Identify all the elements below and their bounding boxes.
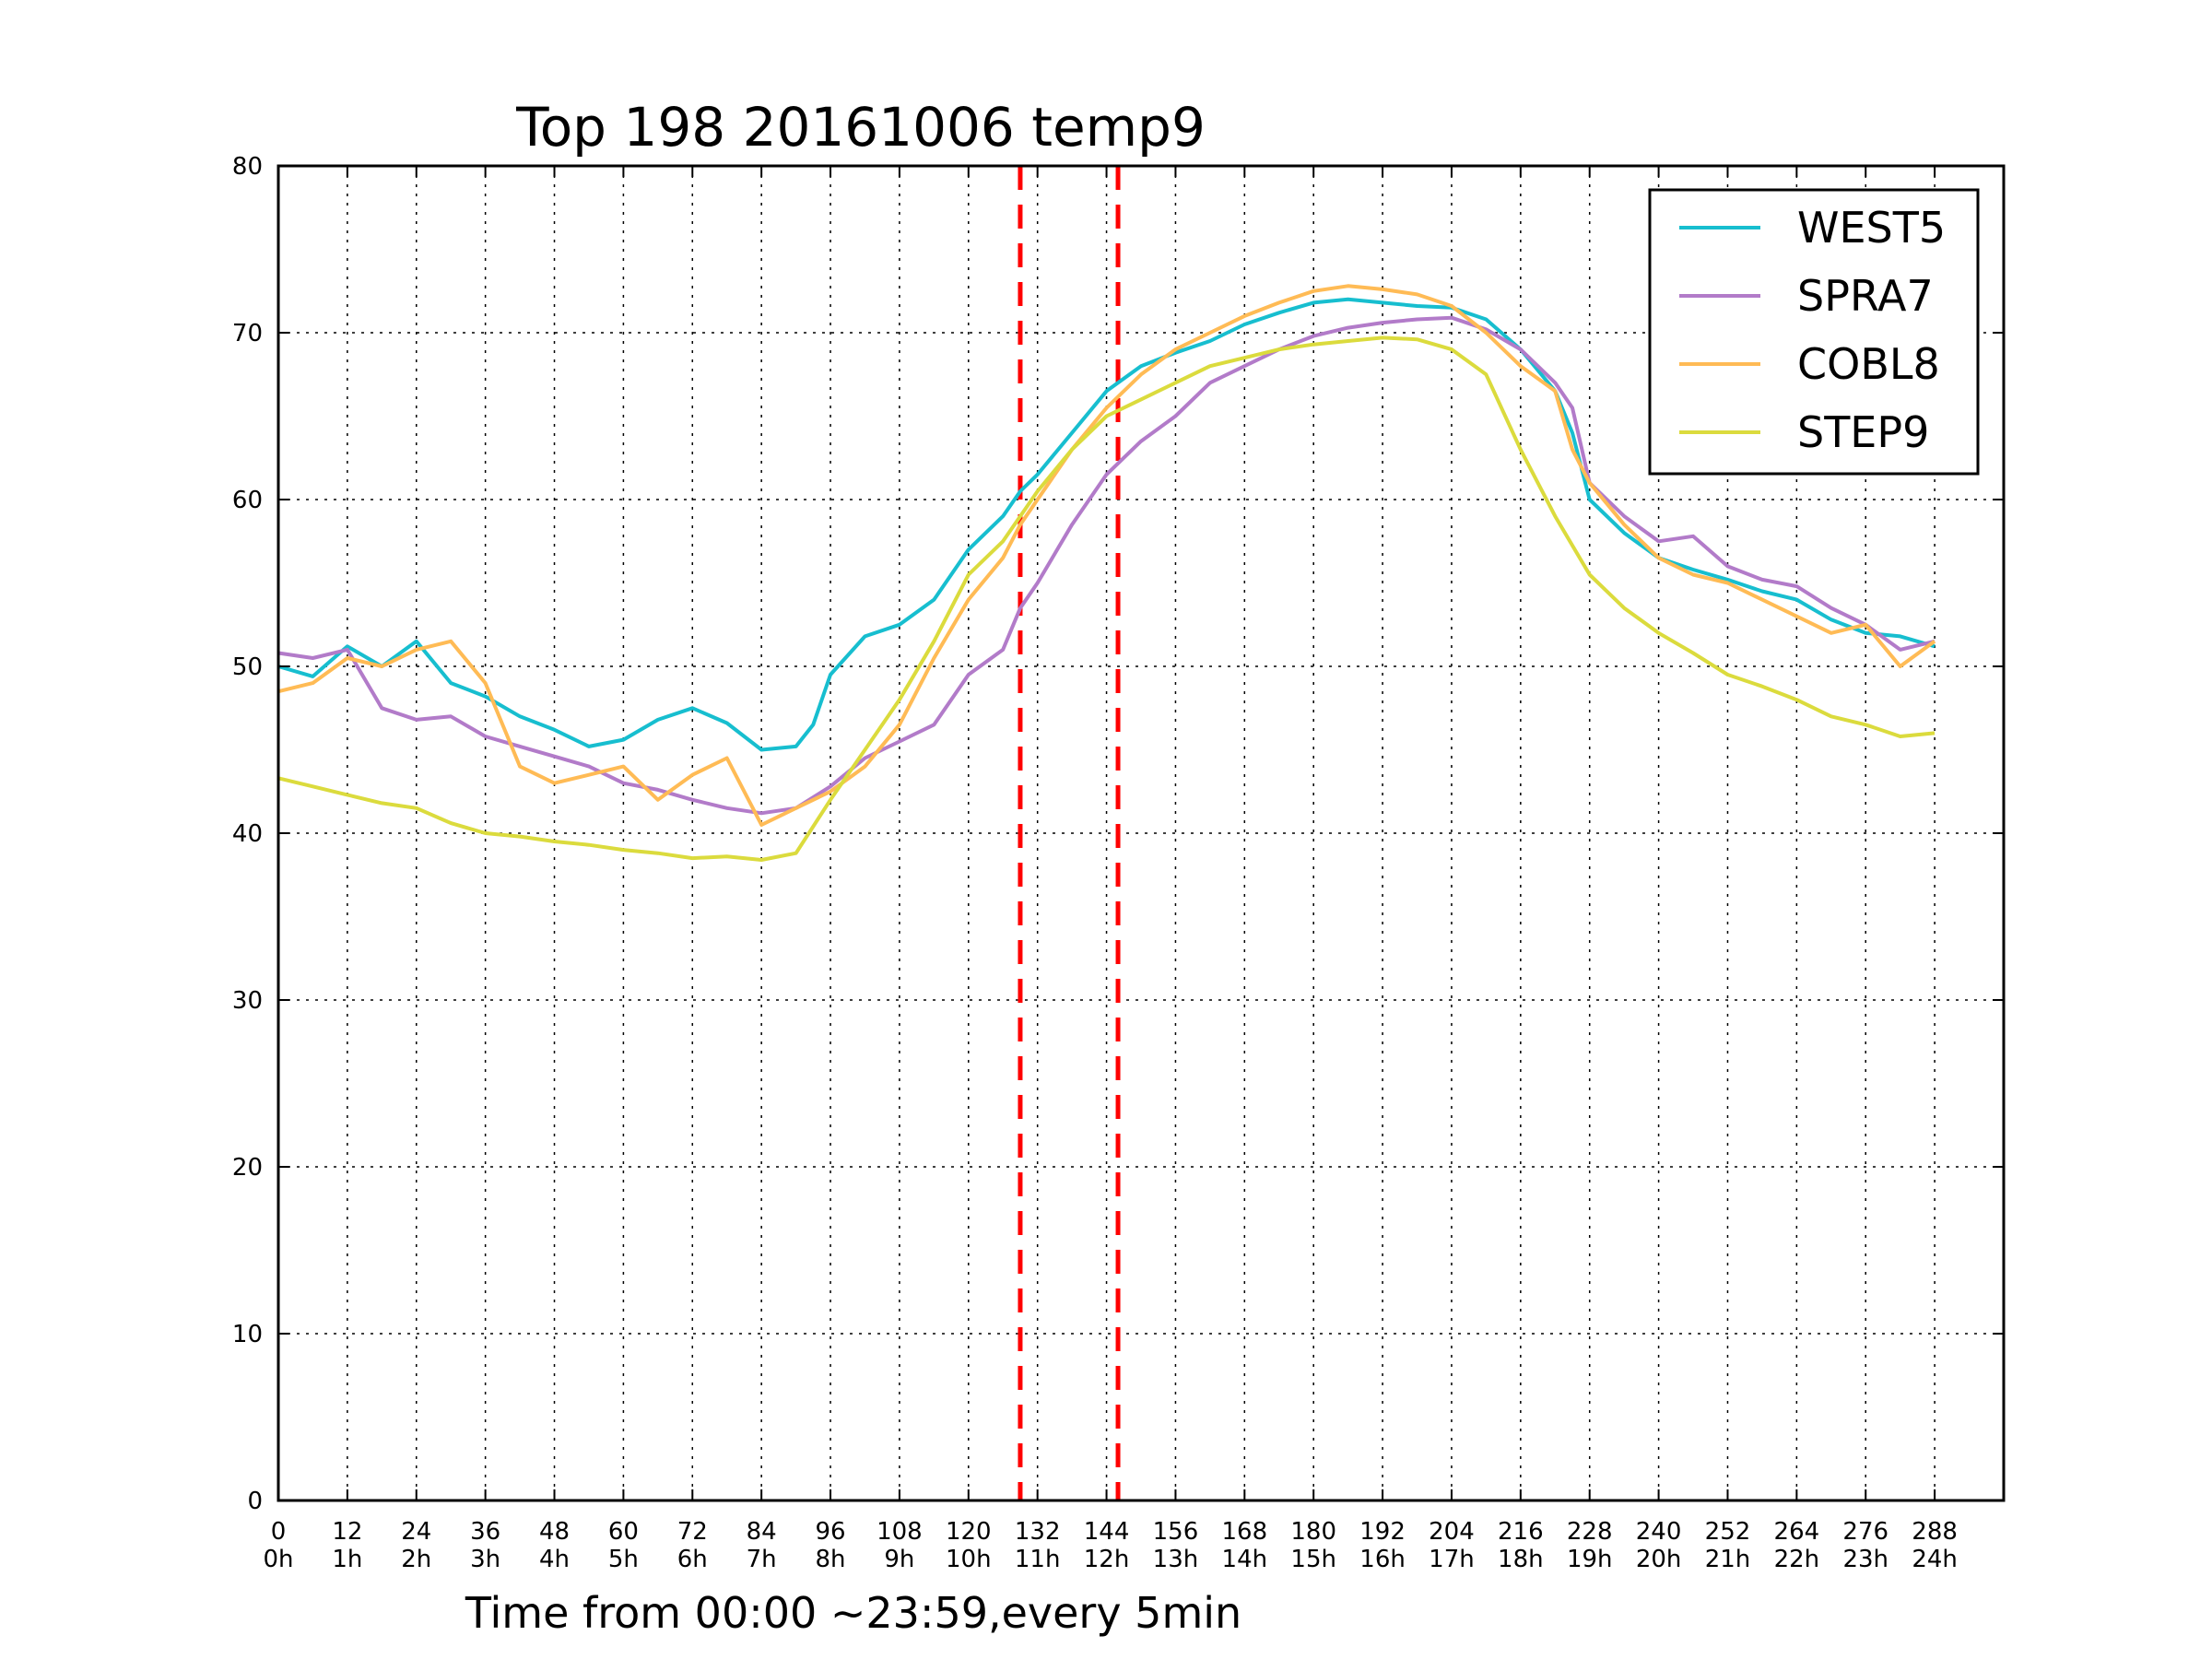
x-tick-sublabel: 5h bbox=[608, 1546, 639, 1573]
x-tick-label: 288 bbox=[1912, 1518, 1958, 1546]
x-tick-label: 12 bbox=[332, 1518, 362, 1546]
chart-title: Top 198 20161006 temp9 bbox=[515, 96, 1206, 159]
series-line-spra7 bbox=[277, 315, 1936, 816]
legend-label: COBL8 bbox=[1797, 339, 1940, 389]
x-tick-sublabel: 8h bbox=[816, 1546, 846, 1573]
x-tick-label: 96 bbox=[815, 1518, 845, 1546]
x-tick-sublabel: 21h bbox=[1705, 1546, 1751, 1573]
y-tick-label: 80 bbox=[232, 153, 263, 181]
x-tick-label: 264 bbox=[1774, 1518, 1820, 1546]
legend-box bbox=[1648, 188, 1980, 476]
x-tick-sublabel: 1h bbox=[332, 1546, 362, 1573]
x-tick-sublabel: 20h bbox=[1636, 1546, 1682, 1573]
x-tick-sublabel: 18h bbox=[1498, 1546, 1544, 1573]
x-tick-sublabel: 16h bbox=[1359, 1546, 1406, 1573]
x-tick-sublabel: 13h bbox=[1153, 1546, 1199, 1573]
y-tick-label: 40 bbox=[232, 820, 263, 848]
y-tick-label: 60 bbox=[232, 487, 263, 514]
x-tick-sublabel: 2h bbox=[401, 1546, 431, 1573]
y-tick-label: 30 bbox=[232, 987, 263, 1015]
axis-ticks: 00h121h242h363h484h605h726h847h968h1089h… bbox=[232, 153, 2004, 1573]
x-tick-label: 216 bbox=[1498, 1518, 1544, 1546]
x-tick-label: 144 bbox=[1084, 1518, 1130, 1546]
x-tick-sublabel: 3h bbox=[470, 1546, 500, 1573]
x-tick-label: 228 bbox=[1567, 1518, 1613, 1546]
x-tick-label: 156 bbox=[1153, 1518, 1199, 1546]
x-tick-sublabel: 23h bbox=[1842, 1546, 1888, 1573]
y-tick-label: 70 bbox=[232, 320, 263, 347]
x-tick-sublabel: 17h bbox=[1429, 1546, 1475, 1573]
x-tick-label: 60 bbox=[608, 1518, 639, 1546]
x-tick-label: 120 bbox=[946, 1518, 992, 1546]
x-tick-label: 84 bbox=[747, 1518, 777, 1546]
x-tick-sublabel: 12h bbox=[1084, 1546, 1130, 1573]
legend-label: WEST5 bbox=[1797, 203, 1946, 253]
series-line-west5 bbox=[277, 297, 1936, 752]
x-tick-sublabel: 10h bbox=[946, 1546, 992, 1573]
legend-label: SPRA7 bbox=[1797, 271, 1934, 321]
x-tick-label: 240 bbox=[1636, 1518, 1682, 1546]
x-tick-label: 24 bbox=[401, 1518, 431, 1546]
series-line-step9 bbox=[277, 335, 1936, 862]
x-tick-label: 0 bbox=[271, 1518, 287, 1546]
y-tick-label: 20 bbox=[232, 1154, 263, 1182]
x-tick-label: 168 bbox=[1221, 1518, 1267, 1546]
x-tick-sublabel: 11h bbox=[1015, 1546, 1061, 1573]
x-tick-sublabel: 0h bbox=[263, 1546, 293, 1573]
series-lines bbox=[277, 284, 1936, 862]
x-tick-sublabel: 9h bbox=[884, 1546, 914, 1573]
x-tick-sublabel: 15h bbox=[1290, 1546, 1336, 1573]
x-tick-label: 36 bbox=[470, 1518, 500, 1546]
x-tick-label: 108 bbox=[877, 1518, 923, 1546]
y-tick-label: 10 bbox=[232, 1321, 263, 1348]
legend: WEST5 SPRA7 COBL8 STEP9 bbox=[1648, 188, 1980, 476]
x-tick-label: 180 bbox=[1290, 1518, 1336, 1546]
x-tick-label: 204 bbox=[1429, 1518, 1475, 1546]
x-tick-sublabel: 24h bbox=[1912, 1546, 1958, 1573]
series-line-cobl8 bbox=[277, 284, 1936, 827]
legend-label: STEP9 bbox=[1797, 407, 1929, 457]
x-tick-sublabel: 6h bbox=[677, 1546, 708, 1573]
x-tick-label: 252 bbox=[1705, 1518, 1751, 1546]
x-tick-label: 48 bbox=[539, 1518, 570, 1546]
x-tick-sublabel: 4h bbox=[539, 1546, 570, 1573]
x-tick-sublabel: 7h bbox=[747, 1546, 777, 1573]
y-tick-label: 50 bbox=[232, 653, 263, 681]
x-tick-label: 72 bbox=[677, 1518, 708, 1546]
x-tick-label: 132 bbox=[1015, 1518, 1061, 1546]
x-tick-sublabel: 14h bbox=[1222, 1546, 1268, 1573]
x-tick-sublabel: 22h bbox=[1774, 1546, 1820, 1573]
vertical-markers bbox=[1018, 166, 1121, 1500]
x-tick-label: 192 bbox=[1359, 1518, 1406, 1546]
y-tick-label: 0 bbox=[247, 1488, 263, 1515]
x-tick-label: 276 bbox=[1842, 1518, 1888, 1546]
x-tick-sublabel: 19h bbox=[1567, 1546, 1613, 1573]
x-axis-label: Time from 00:00 ~23:59,every 5min bbox=[465, 1588, 1241, 1638]
